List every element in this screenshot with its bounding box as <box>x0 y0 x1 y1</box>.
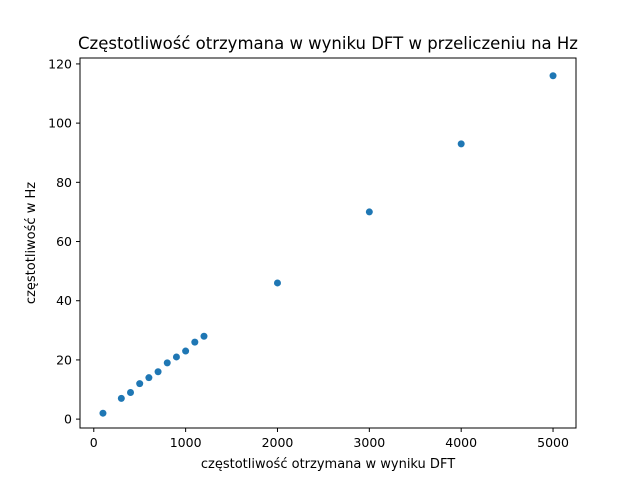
data-point <box>127 388 135 396</box>
y-tick-label: 100 <box>48 116 72 131</box>
data-point <box>200 332 208 340</box>
data-point <box>191 338 199 346</box>
data-point <box>172 353 180 361</box>
x-tick-label: 3000 <box>353 435 385 450</box>
y-tick-label: 20 <box>56 352 72 367</box>
x-tick-label: 1000 <box>170 435 202 450</box>
y-tick-label: 80 <box>56 175 72 190</box>
y-tick-label: 40 <box>56 293 72 308</box>
data-point <box>136 380 144 388</box>
y-axis-label: częstotliwość w Hz <box>24 182 39 304</box>
data-point <box>99 409 107 417</box>
data-point <box>457 140 465 148</box>
y-axis: 0 20 40 60 80 100 120 <box>48 56 80 427</box>
chart-title: Częstotliwość otrzymana w wyniku DFT w p… <box>78 34 578 53</box>
x-tick-label: 2000 <box>262 435 294 450</box>
data-point <box>549 72 557 80</box>
y-tick-label: 0 <box>64 412 72 427</box>
data-point <box>154 368 162 376</box>
data-point <box>365 208 373 216</box>
data-point <box>145 374 153 382</box>
data-point <box>163 359 171 367</box>
y-tick-label: 120 <box>48 56 72 71</box>
x-axis-label: częstotliwość otrzymana w wyniku DFT <box>201 457 455 472</box>
data-points <box>99 72 557 417</box>
plot-area: 0 1000 2000 3000 4000 5000 0 20 40 60 80 100 120 <box>48 56 577 450</box>
data-point <box>182 347 190 355</box>
data-point <box>117 394 125 402</box>
data-point <box>273 279 281 287</box>
y-tick-label: 60 <box>56 234 72 249</box>
axes-frame <box>79 57 577 429</box>
x-axis: 0 1000 2000 3000 4000 5000 <box>90 428 569 450</box>
x-tick-label: 4000 <box>445 435 477 450</box>
x-tick-label: 0 <box>90 435 98 450</box>
x-tick-label: 5000 <box>537 435 569 450</box>
